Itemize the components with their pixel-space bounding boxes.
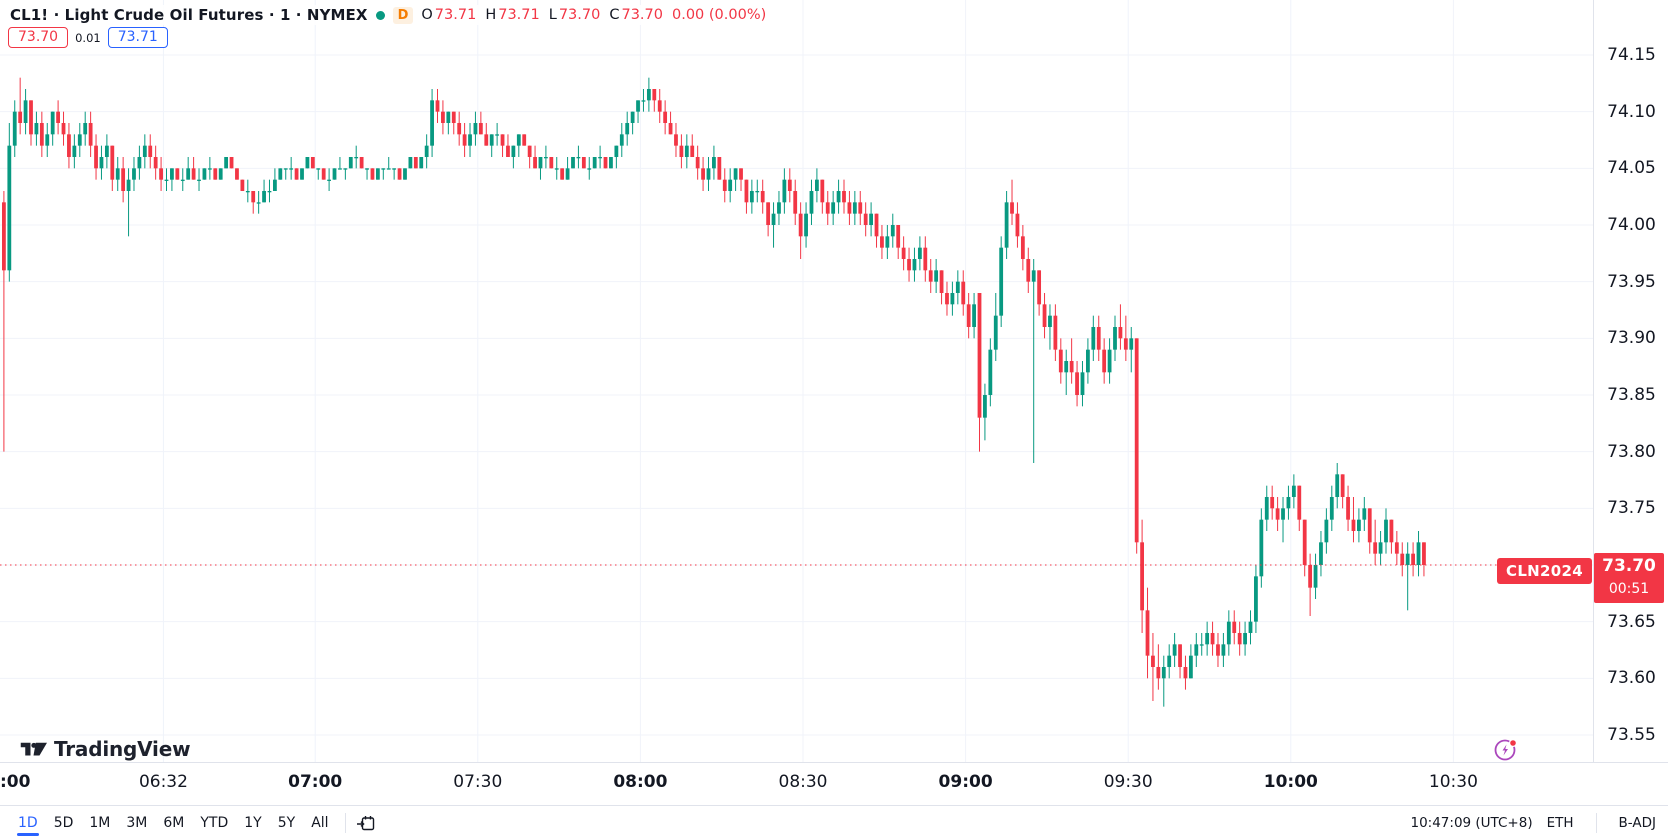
toolbar-separator <box>344 813 346 833</box>
time-axis-label: 07:30 <box>453 772 503 792</box>
price-axis[interactable]: 74.15 74.10 74.05 74.00 73.95 73.90 73.85 73.80… <box>1593 0 1668 762</box>
range-button-5y[interactable]: 5Y <box>277 815 296 831</box>
range-button-1d[interactable]: 1D <box>10 812 46 836</box>
tradingview-logo-text: TradingView <box>54 737 191 761</box>
clock-label[interactable]: 10:47:09 (UTC+8) <box>1410 815 1533 831</box>
price-axis-label: 74.00 <box>1607 214 1656 235</box>
price-axis-label: 73.60 <box>1607 668 1656 689</box>
chart-legend: CL1! · Light Crude Oil Futures · 1 · NYM… <box>8 5 773 25</box>
go-to-date-button[interactable] <box>354 811 378 835</box>
range-button-6m[interactable]: 6M <box>163 815 185 831</box>
buy-sell-row: 73.70 0.01 73.71 <box>8 27 168 48</box>
time-axis-label: :00 <box>0 772 31 792</box>
toolbar-right-cluster: 10:47:09 (UTC+8) ETH B-ADJ <box>1410 813 1668 833</box>
last-price-value: 73.70 <box>1602 556 1656 576</box>
time-axis-label: 10:00 <box>1263 772 1318 792</box>
tradingview-logo[interactable]: TradingView <box>20 737 191 761</box>
range-button-1y[interactable]: 1Y <box>244 815 262 831</box>
candlestick-chart-canvas[interactable] <box>0 0 1593 762</box>
buy-price-button[interactable]: 73.71 <box>107 27 168 48</box>
time-axis-label: 08:00 <box>613 772 668 792</box>
range-button-ytd[interactable]: YTD <box>200 815 229 831</box>
time-axis-label: 10:30 <box>1428 772 1478 792</box>
range-button-5d[interactable]: 5D <box>53 815 74 831</box>
bar-countdown: 00:51 <box>1608 581 1650 597</box>
gridlines <box>0 0 1593 762</box>
sell-price-button[interactable]: 73.70 <box>8 27 69 48</box>
bottom-toolbar: 1D 5D 1M 3M 6M YTD 1Y 5Y All 10:47:09 (UTC+8) ET… <box>0 805 1668 839</box>
price-axis-label: 73.95 <box>1607 271 1656 292</box>
ohlc-values: O 73.71 H 73.71 L 73.70 C 73.70 0.00 (0.00%) <box>421 7 767 23</box>
time-axis-label: 06:32 <box>138 772 188 792</box>
price-axis-label: 74.15 <box>1607 45 1656 65</box>
contract-label: CLN2024 <box>1497 558 1592 584</box>
price-axis-label: 73.55 <box>1607 724 1656 745</box>
session-eth-button[interactable]: ETH <box>1546 815 1574 831</box>
range-button-1m[interactable]: 1M <box>89 815 111 831</box>
data-status-lightning-icon[interactable] <box>1492 735 1520 763</box>
toolbar-separator <box>1595 813 1597 833</box>
symbol-title[interactable]: CL1! · Light Crude Oil Futures · 1 · NYM… <box>10 6 368 24</box>
price-axis-label: 73.65 <box>1607 611 1656 632</box>
time-axis-label: 08:30 <box>778 772 828 792</box>
range-button-3m[interactable]: 3M <box>126 815 148 831</box>
change-value: 0.00 (0.00%) <box>671 7 767 23</box>
price-axis-label: 74.10 <box>1607 101 1656 122</box>
range-button-all[interactable]: All <box>311 815 329 831</box>
tradingview-mark-icon <box>20 742 47 755</box>
price-axis-label: 74.05 <box>1607 158 1656 179</box>
last-price-axis-label: 73.70 00:51 <box>1594 553 1664 603</box>
time-axis-label: 07:00 <box>288 772 343 792</box>
candlestick-series <box>2 77 1426 707</box>
time-axis-label: 09:30 <box>1103 772 1153 792</box>
price-axis-label: 73.80 <box>1607 441 1656 462</box>
market-status-dot-icon <box>375 10 385 20</box>
daily-interval-badge[interactable]: D <box>392 6 414 24</box>
price-axis-label: 73.90 <box>1607 328 1656 349</box>
price-axis-label: 73.85 <box>1607 384 1656 405</box>
spread-label: 0.01 <box>75 30 101 45</box>
time-axis-label: 09:00 <box>938 772 993 792</box>
price-axis-label: 73.75 <box>1607 498 1656 519</box>
adjustment-badj-button[interactable]: B-ADJ <box>1618 815 1656 831</box>
date-range-switcher: 1D 5D 1M 3M 6M YTD 1Y 5Y All <box>10 812 337 836</box>
time-axis[interactable]: :00 06:32 07:00 07:30 08:00 08:30 09:00 09:30 10… <box>0 762 1668 806</box>
